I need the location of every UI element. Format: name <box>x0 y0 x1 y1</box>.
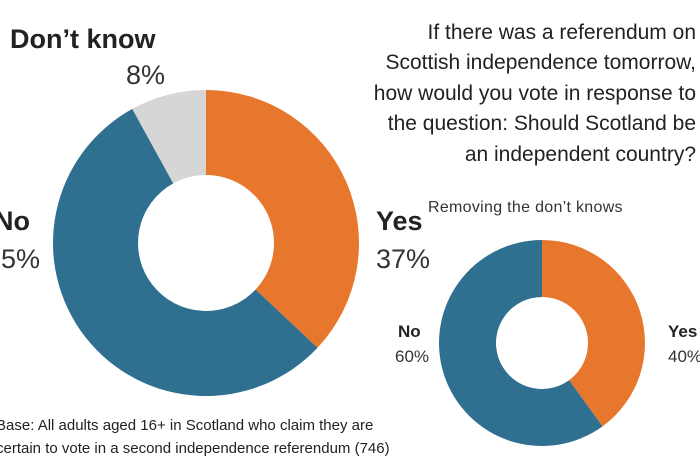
title-line: If there was a referendum on <box>427 21 696 44</box>
label-dont-know: Don’t know <box>10 24 156 54</box>
value-label-yes: 37% <box>376 244 431 274</box>
title-line: how would you vote in response to <box>373 82 696 105</box>
value-label-dont-know: 8% <box>126 60 166 90</box>
label-yes-small: Yes <box>668 322 698 341</box>
secondary-donut-chart <box>438 240 645 446</box>
title-line: an independent country? <box>464 143 696 166</box>
title-line: Scottish independence tomorrow, <box>385 51 696 74</box>
secondary-chart-title: Removing the don’t knows <box>428 199 623 216</box>
value-label-no: 55% <box>0 244 41 274</box>
secondary-slice-no <box>438 240 603 446</box>
main-donut-chart <box>52 90 360 396</box>
label-no: No <box>0 206 30 236</box>
label-no-small: No <box>398 322 421 341</box>
footnote-line: Base: All adults aged 16+ in Scotland wh… <box>0 417 374 434</box>
main-slice-don-t-know <box>132 90 206 184</box>
value-label-no-small: 60% <box>395 347 430 366</box>
secondary-slice-yes <box>542 240 645 427</box>
main-slice-no <box>52 108 318 396</box>
title-line: the question: Should Scotland be <box>387 112 696 135</box>
label-yes: Yes <box>376 206 423 236</box>
main-slice-yes <box>206 90 360 348</box>
footnote-line: certain to vote in a second independence… <box>0 440 390 457</box>
value-label-yes-small: 40% <box>668 347 700 366</box>
